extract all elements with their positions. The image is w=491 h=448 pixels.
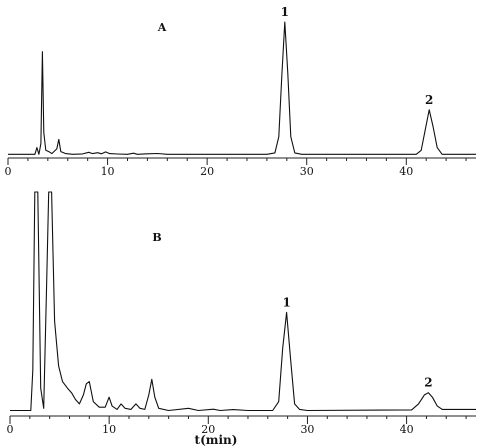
- peak-label: 2: [425, 93, 433, 107]
- x-tick-label: 20: [201, 423, 215, 436]
- chromatogram-trace: [10, 191, 476, 412]
- x-tick-label: 20: [200, 165, 214, 178]
- panel-label: A: [157, 21, 167, 34]
- x-tick-label: 10: [102, 423, 116, 436]
- x-axis-title: t(min): [195, 433, 238, 447]
- x-tick-label: 10: [101, 165, 115, 178]
- x-tick-label: 40: [399, 165, 413, 178]
- chromatogram-panel-b: 0 10 20 30 40 B 1 2: [7, 191, 476, 436]
- peak-label: 1: [282, 295, 290, 309]
- peak-label: 2: [424, 376, 432, 390]
- chromatogram-panel-a: 0 10 20 30 40 A 1 2: [5, 5, 476, 178]
- x-tick-label: 30: [300, 165, 314, 178]
- x-tick-label: 0: [5, 165, 12, 178]
- x-tick-label: 30: [300, 423, 314, 436]
- peak-label: 1: [281, 5, 289, 19]
- panel-label: B: [152, 231, 161, 244]
- chromatogram-trace: [8, 21, 476, 155]
- x-tick-label: 40: [400, 423, 414, 436]
- x-tick-label: 0: [7, 423, 14, 436]
